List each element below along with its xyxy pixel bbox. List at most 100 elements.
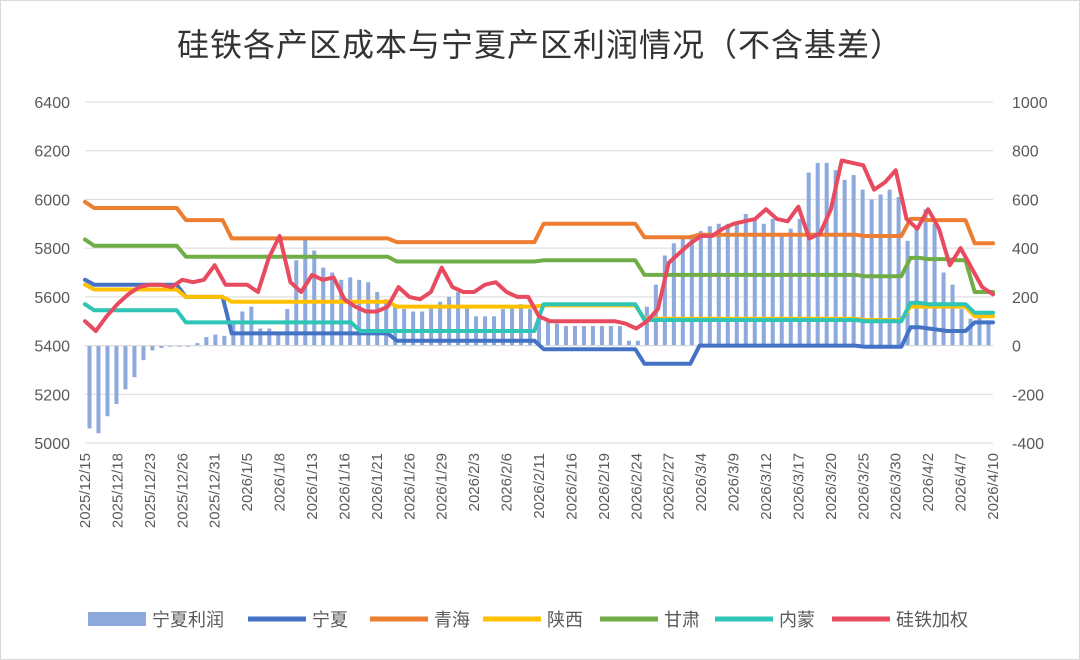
profit-bar [761, 223, 766, 346]
profit-bar [716, 223, 721, 346]
x-tick-label: 2025/12/15 [77, 453, 94, 528]
y-axis-left: 5000 5200 5400 5600 5800 6000 6200 6400 [34, 95, 70, 453]
profit-bar [438, 301, 443, 346]
profit-bar [168, 345, 173, 347]
profit-bar [968, 318, 973, 346]
profit-bar [797, 218, 802, 346]
series-line [83, 237, 995, 294]
series-line [83, 277, 995, 366]
profit-bar [429, 306, 434, 346]
profit-bar [285, 309, 290, 346]
profit-bar [249, 306, 254, 346]
legend-label: 宁夏 [312, 610, 348, 631]
profit-bar [554, 323, 560, 346]
y-right-tick-label: 800 [1012, 144, 1039, 161]
profit-bar [177, 345, 182, 347]
x-tick-label: 2026/2/27 [661, 453, 678, 520]
x-tick-label: 2026/3/30 [888, 453, 905, 520]
profit-bar [869, 199, 874, 346]
profit-bar [590, 326, 595, 346]
x-tick-label: 2026/1/8 [272, 453, 289, 511]
y-left-tick-label: 6000 [34, 192, 70, 209]
series-line [83, 199, 995, 246]
x-tick-label: 2026/2/24 [628, 453, 645, 520]
profit-bar [896, 196, 901, 346]
profit-bar [303, 238, 308, 346]
profit-bar [932, 223, 937, 346]
profit-bar [887, 189, 892, 346]
chart-title: 硅铁各产区成本与宁夏产区利润情况（不含基差） [176, 26, 903, 64]
profit-bar [905, 240, 910, 346]
y-right-tick-label: -200 [1012, 387, 1044, 404]
profit-bar [348, 277, 353, 346]
profit-bar [384, 299, 389, 346]
profit-bar [141, 345, 146, 361]
profit-bar [626, 340, 631, 346]
legend-label: 陕西 [547, 610, 583, 631]
profit-bar [402, 309, 407, 346]
profit-bar [276, 333, 281, 346]
x-tick-label: 2025/12/18 [109, 453, 126, 528]
profit-bar [96, 345, 101, 434]
x-tick-label: 2026/3/20 [823, 453, 840, 520]
profit-bar [447, 296, 452, 346]
x-tick-label: 2025/12/26 [174, 453, 191, 528]
cost-lines [83, 158, 995, 366]
profit-bar [258, 328, 263, 346]
x-tick-label: 2026/2/11 [531, 453, 548, 519]
x-tick-label: 2026/1/5 [239, 453, 256, 511]
y-left-tick-label: 6200 [34, 144, 70, 161]
profit-bar [87, 345, 92, 429]
profit-bar [617, 326, 622, 346]
profit-bar [860, 189, 865, 346]
profit-bar [339, 279, 344, 346]
profit-bar [330, 272, 335, 346]
profit-bar [815, 162, 820, 346]
x-tick-label: 2026/3/9 [726, 453, 743, 511]
profit-bar [357, 279, 362, 346]
profit-bar [725, 223, 730, 346]
x-tick-label: 2026/4/2 [920, 453, 937, 511]
x-tick-label: 2026/2/16 [563, 453, 580, 520]
y-right-tick-label: 1000 [1012, 95, 1048, 112]
profit-bar [204, 337, 209, 346]
profit-bar [950, 284, 955, 346]
profit-bar [662, 255, 667, 346]
legend-label: 宁夏利润 [152, 610, 224, 631]
profit-bar [456, 291, 461, 346]
profit-bar [240, 311, 245, 346]
profit-bar [411, 311, 416, 346]
profit-bar [824, 162, 829, 346]
profit-bar [698, 231, 703, 346]
profit-bar [420, 311, 425, 346]
profit-bar [833, 170, 838, 346]
profit-bar [186, 345, 191, 347]
legend-swatch [88, 612, 146, 626]
profit-bar [132, 345, 137, 378]
profit-bar [608, 326, 613, 346]
profit-bar [779, 233, 784, 346]
profit-bar [518, 304, 524, 346]
profit-bar [527, 309, 533, 346]
profit-bar [114, 345, 119, 405]
x-tick-label: 2026/1/26 [401, 453, 418, 520]
profit-bar [222, 335, 227, 346]
profit-bar [150, 345, 155, 351]
y-right-tick-label: 600 [1012, 192, 1039, 209]
profit-bar [743, 214, 748, 346]
profit-bar [213, 334, 218, 346]
profit-bar [788, 228, 793, 346]
profit-bar [914, 226, 919, 346]
profit-bar [159, 345, 164, 349]
y-right-tick-label: 400 [1012, 241, 1039, 258]
profit-bar [105, 345, 110, 417]
profit-bar [734, 221, 739, 346]
profit-bar [572, 326, 577, 346]
profit-bar [680, 238, 685, 346]
x-tick-label: 2025/12/31 [207, 453, 224, 528]
profit-bar [941, 272, 946, 346]
profit-bar [393, 304, 398, 346]
profit-bar [752, 218, 757, 346]
profit-bar [581, 326, 586, 346]
